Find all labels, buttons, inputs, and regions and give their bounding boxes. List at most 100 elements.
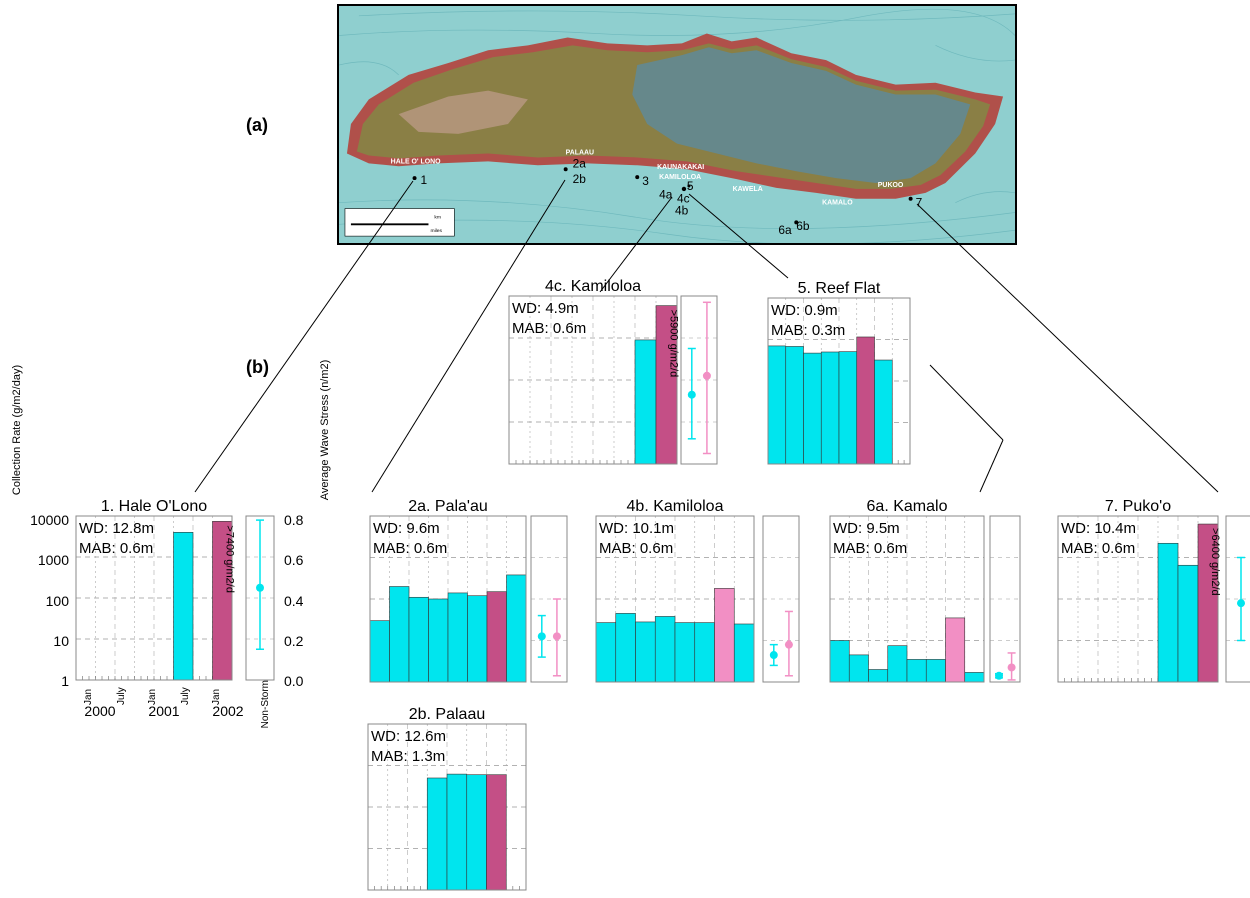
xtick-jan-2002: Jan — [211, 689, 222, 705]
chart-6a: 6a. Kamalo WD: 9.5m MAB: 0.6m — [829, 498, 1021, 683]
non-storm-bar — [887, 645, 908, 683]
water-depth-label: WD: 12.8m — [79, 520, 154, 537]
wave-stress-storm-point — [1007, 663, 1016, 672]
scale-unit-miles: miles — [430, 228, 442, 234]
site-4b: 4b — [675, 204, 689, 218]
storm-bar — [856, 336, 875, 465]
water-depth-label: WD: 0.9m — [771, 302, 838, 319]
xlabel-non-storm: Non-Storm — [260, 680, 271, 728]
non-storm-bar — [803, 352, 822, 465]
non-storm-bar — [785, 346, 804, 465]
non-storm-bar — [838, 351, 858, 465]
ytick-r-0.6: 0.6 — [284, 552, 304, 568]
non-storm-bar — [694, 622, 715, 683]
non-storm-bar — [467, 595, 488, 683]
non-storm-bar — [848, 654, 869, 683]
chart-2a: 2a. Pala'au WD: 9.6m MAB: 0.6m — [369, 498, 568, 683]
ytick-r-0.0: 0.0 — [284, 673, 304, 689]
ylabel-wave-stress: Average Wave Stress (n/m2) — [319, 360, 331, 501]
chart-title: 1. Hale O'Lono — [101, 498, 207, 515]
xtick-jan-2001: Jan — [147, 689, 158, 705]
bar-annotation: >5900 g/m2/d — [668, 310, 680, 378]
plot-frame — [767, 297, 911, 465]
non-storm-bar — [595, 622, 617, 683]
site-2b: 2b — [573, 172, 587, 186]
ytick-10000: 10000 — [30, 512, 69, 528]
non-storm-bar — [829, 640, 850, 683]
place-kamiloloa: KAMILOLOA — [659, 174, 701, 181]
xtick-july-2001: July — [180, 687, 191, 705]
xtick-july-2000: July — [116, 687, 127, 705]
place-hale-o-lono: HALE O' LONO — [391, 158, 442, 165]
ytick-r-0.4: 0.4 — [284, 593, 304, 609]
non-storm-bar — [446, 773, 468, 891]
plot-frame — [367, 723, 527, 891]
xtick-jan-2000: Jan — [83, 689, 94, 705]
site-3: 3 — [642, 174, 649, 188]
water-depth-label: WD: 9.5m — [833, 520, 900, 537]
site-6b: 6b — [796, 219, 810, 233]
non-storm-bar — [964, 672, 985, 683]
bar-annotation: >7400 g/m2/d — [223, 525, 235, 593]
panel-label-a: (a) — [246, 115, 268, 135]
island-mountains — [632, 47, 971, 184]
panel-label-b: (b) — [246, 357, 269, 377]
chart-2b: 2b. Palaau WD: 12.6m MAB: 1.3m — [367, 706, 527, 891]
water-depth-label: WD: 9.6m — [373, 520, 440, 537]
storm-bar — [486, 774, 507, 891]
wave-stress-non-storm-point — [256, 583, 264, 592]
chart-4b: 4b. Kamiloloa WD: 10.1m MAB: 0.6m — [595, 498, 800, 683]
place-palaau: PALAAU — [566, 150, 594, 157]
meters-above-bed-label: MAB: 0.6m — [1061, 540, 1135, 557]
non-storm-bar — [733, 623, 755, 683]
site-2a: 2a — [573, 156, 587, 170]
non-storm-bar — [426, 777, 448, 891]
non-storm-bar — [1157, 542, 1179, 683]
wave-stress-storm-point — [784, 640, 793, 649]
meters-above-bed-label: MAB: 1.3m — [371, 748, 445, 765]
site-1: 1 — [421, 173, 428, 187]
wave-stress-non-storm-point — [769, 651, 778, 660]
molokai-map: km miles HALE O' LONO PALAAU KAUNAKAKAI … — [337, 4, 1017, 245]
non-storm-bar — [1177, 564, 1199, 683]
place-pukoo: PUKOO — [878, 182, 904, 189]
ytick-r-0.2: 0.2 — [284, 633, 304, 649]
chart-title: 5. Reef Flat — [798, 280, 881, 297]
ytick-10: 10 — [53, 633, 69, 649]
chart-4c: 4c. Kamiloloa >5900 g/m2/d WD: 4.9m MAB: 0.… — [508, 278, 718, 465]
non-storm-bar — [820, 351, 840, 465]
chart-title: 4c. Kamiloloa — [545, 278, 641, 295]
wave-stress-storm-point — [702, 371, 711, 380]
wave-stress-non-storm-point — [537, 632, 546, 641]
plot-frame — [1057, 515, 1219, 683]
meters-above-bed-label: MAB: 0.3m — [771, 322, 845, 339]
meters-above-bed-label: MAB: 0.6m — [599, 540, 673, 557]
ylabel-collection-rate: Collection Rate (g/m2/day) — [11, 365, 23, 495]
chart-title: 2b. Palaau — [409, 706, 486, 723]
site-6a: 6a — [778, 223, 792, 237]
plot-frame — [75, 515, 233, 681]
non-storm-bar — [369, 620, 390, 683]
water-depth-label: WD: 4.9m — [512, 300, 579, 317]
xyear-2002: 2002 — [212, 703, 243, 719]
non-storm-bar — [428, 598, 449, 683]
plot-frame — [829, 515, 985, 683]
ytick-1000: 1000 — [38, 552, 69, 568]
plot-frame — [595, 515, 755, 683]
scale-bar-box — [344, 208, 455, 237]
non-storm-bar — [868, 669, 889, 683]
plot-frame — [508, 295, 678, 465]
non-storm-bar — [615, 613, 636, 683]
site-5: 5 — [687, 179, 694, 193]
xyear-2000: 2000 — [84, 703, 115, 719]
non-storm-bar — [466, 774, 487, 891]
map-graphic: km miles HALE O' LONO PALAAU KAUNAKAKAI … — [339, 6, 1015, 243]
meters-above-bed-label: MAB: 0.6m — [79, 540, 153, 557]
storm-bar — [714, 588, 735, 683]
meters-above-bed-label: MAB: 0.6m — [833, 540, 907, 557]
chart-title: 2a. Pala'au — [408, 498, 488, 515]
place-kawela: KAWELA — [733, 186, 763, 193]
non-storm-bar — [447, 592, 468, 683]
plot-frame — [369, 515, 527, 683]
